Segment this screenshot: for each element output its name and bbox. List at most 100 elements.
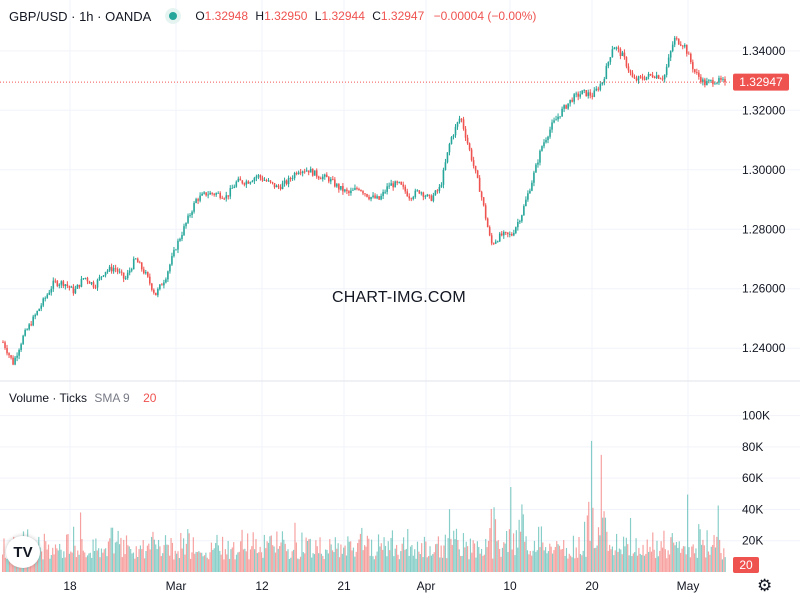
volume-bar <box>504 543 506 572</box>
candle <box>267 177 270 182</box>
candle <box>448 142 451 156</box>
volume-bar <box>493 507 495 572</box>
candle <box>122 272 125 283</box>
volume-bar <box>89 552 91 572</box>
volume-bar <box>614 550 616 572</box>
volume-bar <box>487 540 490 572</box>
candle <box>432 192 435 203</box>
volume-bar <box>721 559 724 572</box>
volume-bar <box>429 546 431 572</box>
candle <box>474 165 477 174</box>
volume-legend[interactable]: Volume · Ticks SMA 9 20 <box>9 391 156 405</box>
volume-bar <box>585 556 587 572</box>
candle <box>231 184 234 189</box>
volume-bar <box>656 540 658 572</box>
volume-bar <box>86 555 89 572</box>
volume-bar <box>350 541 352 572</box>
candle <box>249 181 252 185</box>
volume-bar <box>522 514 524 572</box>
volume-bar <box>604 517 607 572</box>
volume-bar <box>7 551 9 572</box>
volume-bar <box>127 545 129 572</box>
volume-bar <box>146 545 148 572</box>
candle <box>720 75 722 82</box>
candle <box>124 275 127 281</box>
volume-bar <box>369 555 371 572</box>
volume-bar <box>11 559 13 572</box>
candle <box>611 45 614 58</box>
candle <box>575 91 577 98</box>
candle <box>102 275 105 278</box>
volume-bar <box>107 541 109 572</box>
volume-bar <box>713 535 715 572</box>
market-status-icon[interactable] <box>165 8 182 24</box>
candle <box>22 334 24 345</box>
volume-bar <box>281 531 284 572</box>
volume-bar <box>515 530 517 572</box>
volume-bar <box>558 545 561 572</box>
gear-icon[interactable]: ⚙ <box>757 576 773 595</box>
volume-bar <box>56 548 58 572</box>
candle <box>629 69 632 76</box>
symbol-title[interactable]: GBP/USD · 1h · OANDA <box>9 8 152 24</box>
candle <box>243 182 246 187</box>
tradingview-logo[interactable]: TV <box>6 536 40 568</box>
candle <box>438 184 441 194</box>
volume-bar <box>57 550 59 572</box>
volume-bar <box>577 557 579 572</box>
candle <box>545 137 547 144</box>
volume-bar <box>173 559 175 572</box>
volume-bar <box>433 552 435 572</box>
volume-bar <box>224 549 226 572</box>
candle <box>237 176 240 183</box>
candle <box>625 56 628 69</box>
candle <box>82 278 85 280</box>
candle <box>388 182 390 189</box>
volume-bar <box>241 529 243 572</box>
volume-bar <box>444 534 446 572</box>
volume-bar <box>274 552 277 572</box>
price-tick-label: 1.30000 <box>742 163 786 177</box>
candle <box>2 340 4 344</box>
volume-bar <box>723 548 725 572</box>
volume-bar <box>50 555 52 572</box>
volume-bar <box>696 557 698 572</box>
candle <box>342 183 344 195</box>
volume-bar <box>628 555 630 572</box>
volume-bar <box>102 552 104 572</box>
volume-bar <box>6 558 8 572</box>
candle <box>346 187 348 195</box>
volume-bar <box>575 547 577 572</box>
volume-bar <box>453 530 455 572</box>
candle <box>132 256 135 270</box>
volume-bar <box>92 539 94 572</box>
volume-bar <box>105 548 107 572</box>
volume-bar <box>262 557 264 572</box>
candle <box>535 163 537 173</box>
volume-bar <box>611 546 614 572</box>
volume-bar <box>508 529 510 572</box>
symbol-legend[interactable]: GBP/USD · 1h · OANDA O1.32948 H1.32950 L… <box>9 8 536 24</box>
volume-bar <box>475 557 477 572</box>
time-axis[interactable]: 18 Mar 12 21 Apr 10 20 May <box>63 579 699 593</box>
candle <box>321 174 324 182</box>
volume-bar <box>312 553 314 572</box>
candle <box>511 232 513 237</box>
volume-axis[interactable]: 20K 40K 60K 80K 100K <box>742 409 770 548</box>
candle <box>567 103 569 110</box>
volume-bar <box>170 537 172 572</box>
volume-bar <box>248 559 250 572</box>
candle <box>515 226 517 235</box>
candle <box>436 189 439 194</box>
candle <box>84 277 87 280</box>
volume-bar <box>501 547 504 572</box>
candle <box>338 183 340 193</box>
volume-bar <box>191 552 193 572</box>
volume-bar <box>553 550 555 572</box>
volume-bar <box>570 555 572 572</box>
price-axis[interactable]: 1.24000 1.26000 1.28000 1.30000 1.32000 1.340… <box>742 44 786 355</box>
candle <box>696 68 698 75</box>
volume-bar <box>176 553 178 572</box>
volume-bar <box>414 549 416 572</box>
